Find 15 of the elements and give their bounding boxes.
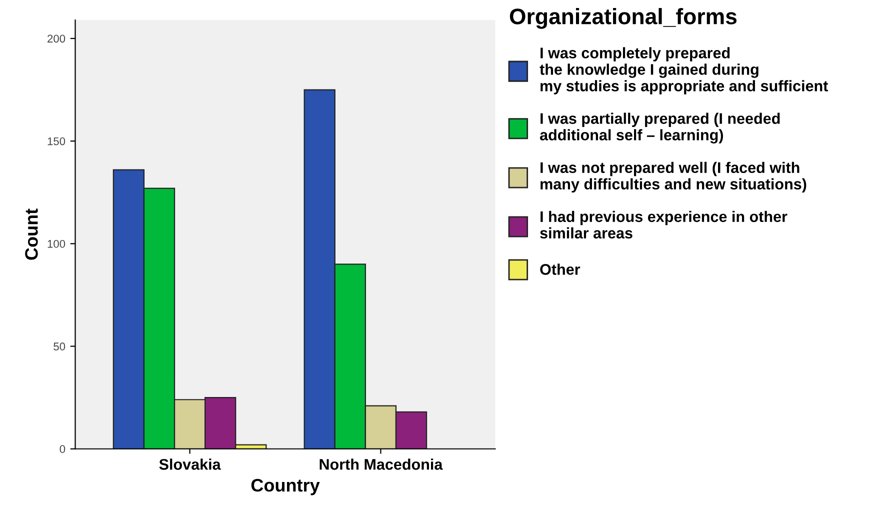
- legend-title: Organizational_forms: [510, 8, 737, 29]
- y-tick-label: 50: [54, 342, 66, 350]
- x-axis-title: Country: [251, 478, 320, 496]
- legend-label: I was not prepared well (I faced with many difficulties and new situations): [540, 162, 806, 193]
- y-tick-label: 200: [48, 34, 66, 43]
- y-tick-label: 0: [60, 445, 66, 454]
- legend-label: I was partially prepared (I needed additional self – learning): [540, 112, 780, 144]
- x-tick-label: Slovakia: [159, 458, 221, 470]
- legend-label: I had previous experience in other similar areas: [540, 210, 788, 239]
- x-tick-label: North Macedonia: [320, 458, 443, 470]
- y-tick-label: 100: [48, 240, 66, 248]
- y-axis-title: Count: [25, 208, 38, 260]
- legend-label: I was completely prepared the knowledge I gained during my studies is appropriate and sufficient: [540, 47, 828, 94]
- y-tick-label: 150: [48, 137, 66, 146]
- legend-label: Other: [540, 264, 580, 275]
